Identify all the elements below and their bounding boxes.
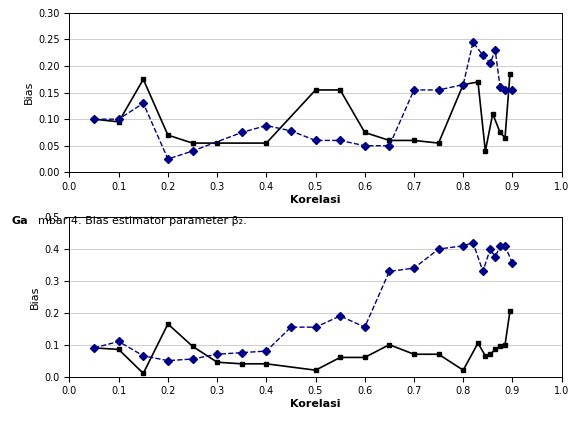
Text: Ga: Ga [12,216,28,227]
X-axis label: Korelasi: Korelasi [290,399,341,409]
X-axis label: Korelasi: Korelasi [290,195,341,205]
Legend: MNL, Mixed: MNL, Mixed [251,237,380,255]
Y-axis label: Bias: Bias [24,81,34,104]
Text: mbar 4. Bias estimator parameter β₂.: mbar 4. Bias estimator parameter β₂. [38,216,247,227]
Y-axis label: Bias: Bias [30,285,40,309]
